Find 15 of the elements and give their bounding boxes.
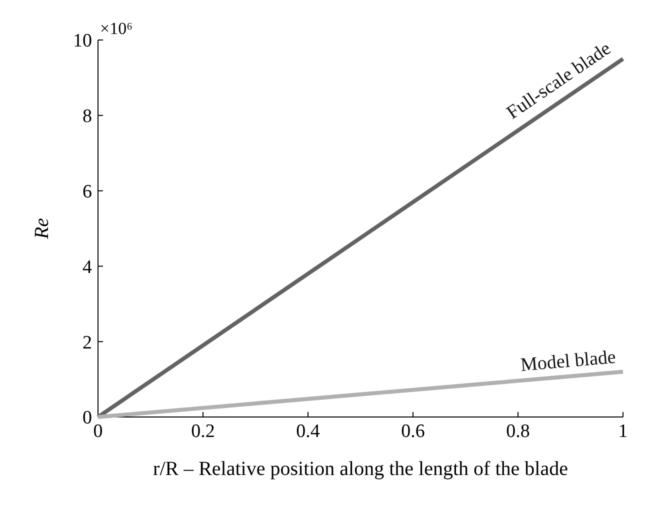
y-tick-label: 8 xyxy=(82,106,92,128)
y-tick-label: 0 xyxy=(82,408,92,429)
y-tick-label: 4 xyxy=(82,256,92,278)
y-tick-label: 10 xyxy=(73,30,92,52)
x-tick-label: 0.8 xyxy=(506,421,530,442)
x-tick-label: 0.6 xyxy=(401,421,425,442)
series-label: Model blade xyxy=(520,346,617,376)
y-tick-label: 6 xyxy=(82,181,92,202)
x-axis-title: r/R – Relative position along the length of the blade xyxy=(153,458,568,480)
x-tick-label: 0.4 xyxy=(296,421,320,442)
x-tick-label: 1 xyxy=(618,421,628,442)
y-axis-title: Re xyxy=(31,218,53,240)
text: ×10⁶ xyxy=(100,19,133,38)
y-tick-label: 2 xyxy=(82,332,92,354)
x-tick-label: 0.2 xyxy=(191,421,215,442)
